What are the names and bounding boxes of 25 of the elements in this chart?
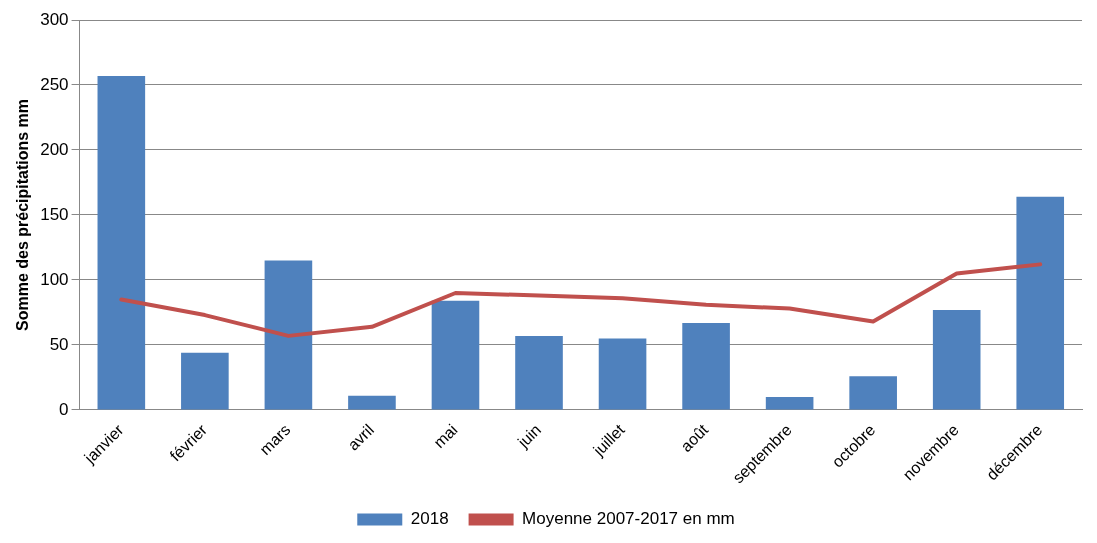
legend-label: 2018 [410, 509, 449, 529]
y-tick-label: 200 [40, 139, 69, 159]
bar [264, 260, 313, 410]
legend-label: Moyenne 2007-2017 en mm [522, 509, 735, 529]
bar [765, 396, 814, 410]
x-tick-label: juin [513, 420, 545, 452]
bar [515, 335, 563, 410]
bar [849, 376, 897, 410]
bar [181, 352, 229, 410]
y-tick-label: 250 [40, 74, 69, 94]
bar [682, 322, 730, 410]
y-tick-label: 50 [49, 334, 69, 354]
bar [348, 395, 396, 410]
bar [431, 300, 480, 410]
y-tick-label: 300 [40, 9, 69, 29]
y-tick-label: 100 [40, 269, 69, 289]
bar [598, 338, 647, 410]
x-tick-label: mai [430, 420, 461, 452]
bar [1016, 196, 1065, 410]
x-tick-label: août [677, 420, 712, 456]
y-tick-label: 150 [40, 204, 69, 224]
y-axis-title: Somme des précipitations mm [14, 98, 32, 332]
bar [932, 309, 981, 410]
bar [97, 75, 146, 410]
y-tick-label: 0 [59, 399, 69, 419]
